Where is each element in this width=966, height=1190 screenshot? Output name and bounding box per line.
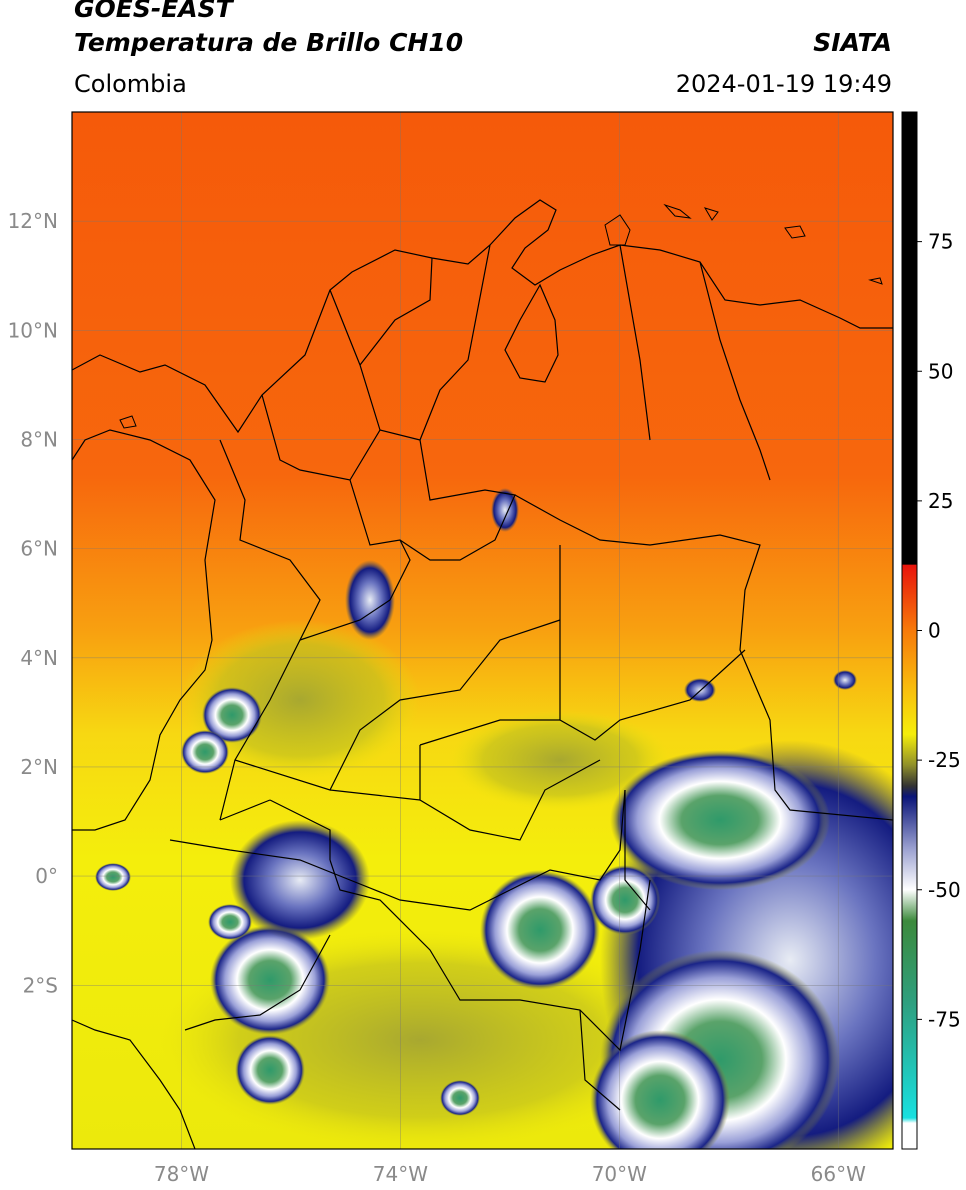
lat-tick-label: 2°N — [20, 755, 58, 779]
region-label: Colombia — [74, 70, 187, 98]
lat-tick-label: 12°N — [8, 209, 58, 233]
map-gridlines — [72, 112, 893, 1149]
lon-tick-label: 78°W — [154, 1162, 209, 1186]
colorbar — [901, 111, 918, 1150]
lat-tick-label: 6°N — [20, 537, 58, 561]
lat-tick-label: 0° — [35, 864, 58, 888]
lat-tick-label: 10°N — [8, 318, 58, 342]
colorbar-tick-labels: 75 50 25 0 -25 -50 -75 — [917, 230, 961, 1031]
lon-tick-label: 70°W — [592, 1162, 647, 1186]
colorbar-tick-label: 75 — [928, 230, 953, 254]
source-label: SIATA — [813, 28, 892, 57]
caribbean-islands — [119, 203, 883, 429]
colorbar-tick-label: 0 — [928, 619, 941, 643]
coastlines-borders — [72, 199, 893, 1149]
colorbar-tick-label: -75 — [928, 1007, 961, 1031]
datetime-label: 2024-01-19 19:49 — [675, 70, 892, 98]
colorbar-tick-label: 50 — [928, 359, 953, 383]
colorbar-tick-label: -50 — [928, 878, 961, 902]
lat-tick-label: 2°S — [23, 973, 58, 997]
latitude-tick-labels: 12°N 10°N 8°N 6°N 4°N 2°N 0° 2°S — [8, 209, 58, 997]
longitude-tick-labels: 78°W 74°W 70°W 66°W — [154, 1162, 866, 1186]
colorbar-tick-label: 25 — [928, 489, 953, 513]
colorbar-tick-label: -25 — [928, 748, 961, 772]
brightness-temperature-field — [72, 112, 893, 1149]
satellite-title: GOES-EAST — [74, 0, 233, 23]
lat-tick-label: 8°N — [20, 427, 58, 451]
lon-tick-label: 74°W — [373, 1162, 428, 1186]
product-title: Temperatura de Brillo CH10 — [74, 28, 464, 57]
map-frame — [71, 111, 894, 1150]
lon-tick-label: 66°W — [811, 1162, 866, 1186]
lat-tick-label: 4°N — [20, 646, 58, 670]
